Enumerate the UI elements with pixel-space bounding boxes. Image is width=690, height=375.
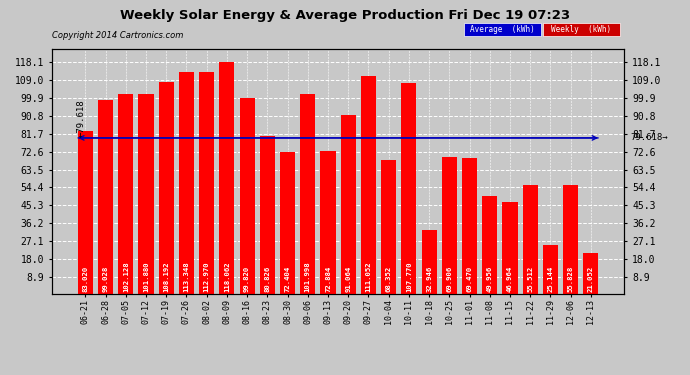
Text: 113.348: 113.348 (184, 262, 190, 292)
Bar (422, 230, 437, 294)
Text: 21.052: 21.052 (588, 266, 594, 292)
Bar (139, 94, 154, 294)
Bar (402, 82, 417, 294)
Bar (482, 196, 497, 294)
Bar (78, 131, 93, 294)
Text: 55.512: 55.512 (527, 266, 533, 292)
Bar (341, 116, 356, 294)
Text: 112.970: 112.970 (204, 262, 210, 292)
Text: 83.020: 83.020 (82, 266, 88, 292)
Text: 72.404: 72.404 (284, 266, 290, 292)
Bar (442, 157, 457, 294)
Bar (502, 202, 518, 294)
Bar (199, 72, 215, 294)
Text: 99.028: 99.028 (103, 266, 108, 292)
Text: 69.906: 69.906 (446, 266, 453, 292)
Bar (320, 151, 335, 294)
Bar (219, 62, 235, 294)
Text: 68.352: 68.352 (386, 266, 392, 292)
Text: 46.964: 46.964 (507, 266, 513, 292)
Text: 101.880: 101.880 (143, 262, 149, 292)
FancyBboxPatch shape (464, 23, 542, 36)
Text: 79.618→: 79.618→ (630, 134, 668, 142)
Bar (462, 158, 477, 294)
Bar (543, 245, 558, 294)
Text: Copyright 2014 Cartronics.com: Copyright 2014 Cartronics.com (52, 31, 184, 40)
Text: 25.144: 25.144 (547, 266, 553, 292)
Bar (381, 160, 396, 294)
Text: 107.770: 107.770 (406, 262, 412, 292)
Bar (563, 184, 578, 294)
Text: 91.064: 91.064 (345, 266, 351, 292)
Bar (179, 72, 194, 294)
Text: 49.956: 49.956 (486, 266, 493, 292)
Text: Weekly  (kWh): Weekly (kWh) (551, 26, 611, 34)
Text: Weekly Solar Energy & Average Production Fri Dec 19 07:23: Weekly Solar Energy & Average Production… (120, 9, 570, 22)
Text: 80.826: 80.826 (264, 266, 270, 292)
FancyBboxPatch shape (542, 23, 620, 36)
Text: 32.946: 32.946 (426, 266, 432, 292)
Bar (522, 185, 538, 294)
Text: Average  (kWh): Average (kWh) (470, 26, 535, 34)
Text: 108.192: 108.192 (164, 262, 169, 292)
Text: 101.998: 101.998 (305, 262, 310, 292)
Bar (259, 135, 275, 294)
Text: 118.062: 118.062 (224, 262, 230, 292)
Bar (583, 253, 598, 294)
Bar (159, 82, 174, 294)
Bar (239, 98, 255, 294)
Text: 69.470: 69.470 (466, 266, 473, 292)
Text: 72.884: 72.884 (325, 266, 331, 292)
Text: 99.820: 99.820 (244, 266, 250, 292)
Bar (300, 94, 315, 294)
Bar (361, 76, 376, 294)
Text: 55.828: 55.828 (568, 266, 573, 292)
Bar (98, 100, 113, 294)
Bar (280, 152, 295, 294)
Text: ←79.618: ←79.618 (77, 99, 86, 137)
Text: 102.128: 102.128 (123, 262, 129, 292)
Text: 111.052: 111.052 (366, 262, 371, 292)
Bar (118, 94, 133, 294)
